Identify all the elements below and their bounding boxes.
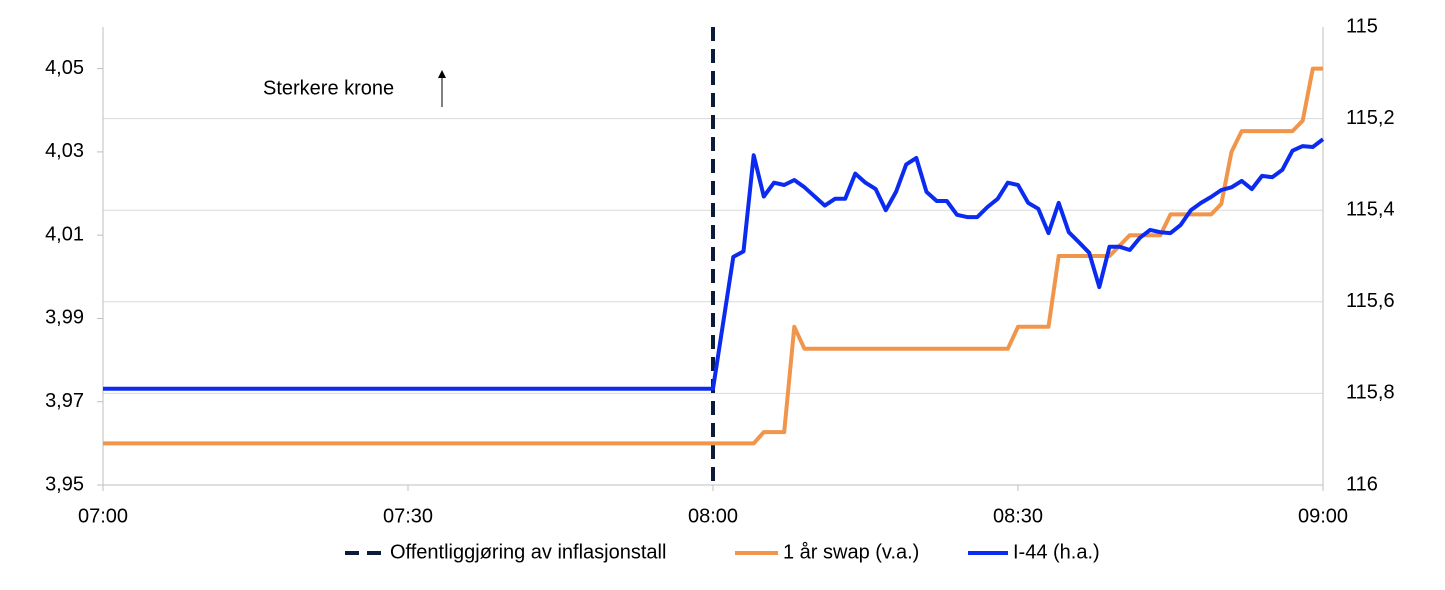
y2-tick-label: 115,2 (1346, 107, 1395, 129)
y2-tick-label: 115,6 (1346, 290, 1395, 312)
y-tick-label: 3,97 (45, 390, 84, 412)
x-tick-label: 08:30 (993, 505, 1043, 527)
x-tick-label: 07:30 (383, 505, 433, 527)
legend-label: I-44 (h.a.) (1013, 541, 1100, 563)
x-tick-label: 09:00 (1298, 505, 1348, 527)
y-tick-label: 4,05 (45, 57, 84, 79)
y2-tick-label: 116 (1346, 473, 1378, 495)
y-tick-label: 4,03 (45, 140, 84, 162)
x-tick-label: 08:00 (688, 505, 738, 527)
x-tick-label: 07:00 (78, 505, 128, 527)
y-tick-label: 4,01 (45, 223, 84, 245)
y2-tick-label: 115 (1346, 15, 1378, 37)
y2-tick-label: 115,8 (1346, 382, 1395, 404)
legend-label: 1 år swap (v.a.) (783, 541, 919, 563)
annotation-arrowhead (438, 70, 446, 78)
y2-tick-label: 115,4 (1346, 198, 1395, 220)
y-tick-label: 3,95 (45, 473, 84, 495)
series-line (103, 137, 1325, 391)
legend-label: Offentliggjøring av inflasjonstall (390, 541, 666, 563)
annotation: Sterkere krone (263, 77, 394, 99)
y-tick-label: 3,99 (45, 307, 84, 329)
